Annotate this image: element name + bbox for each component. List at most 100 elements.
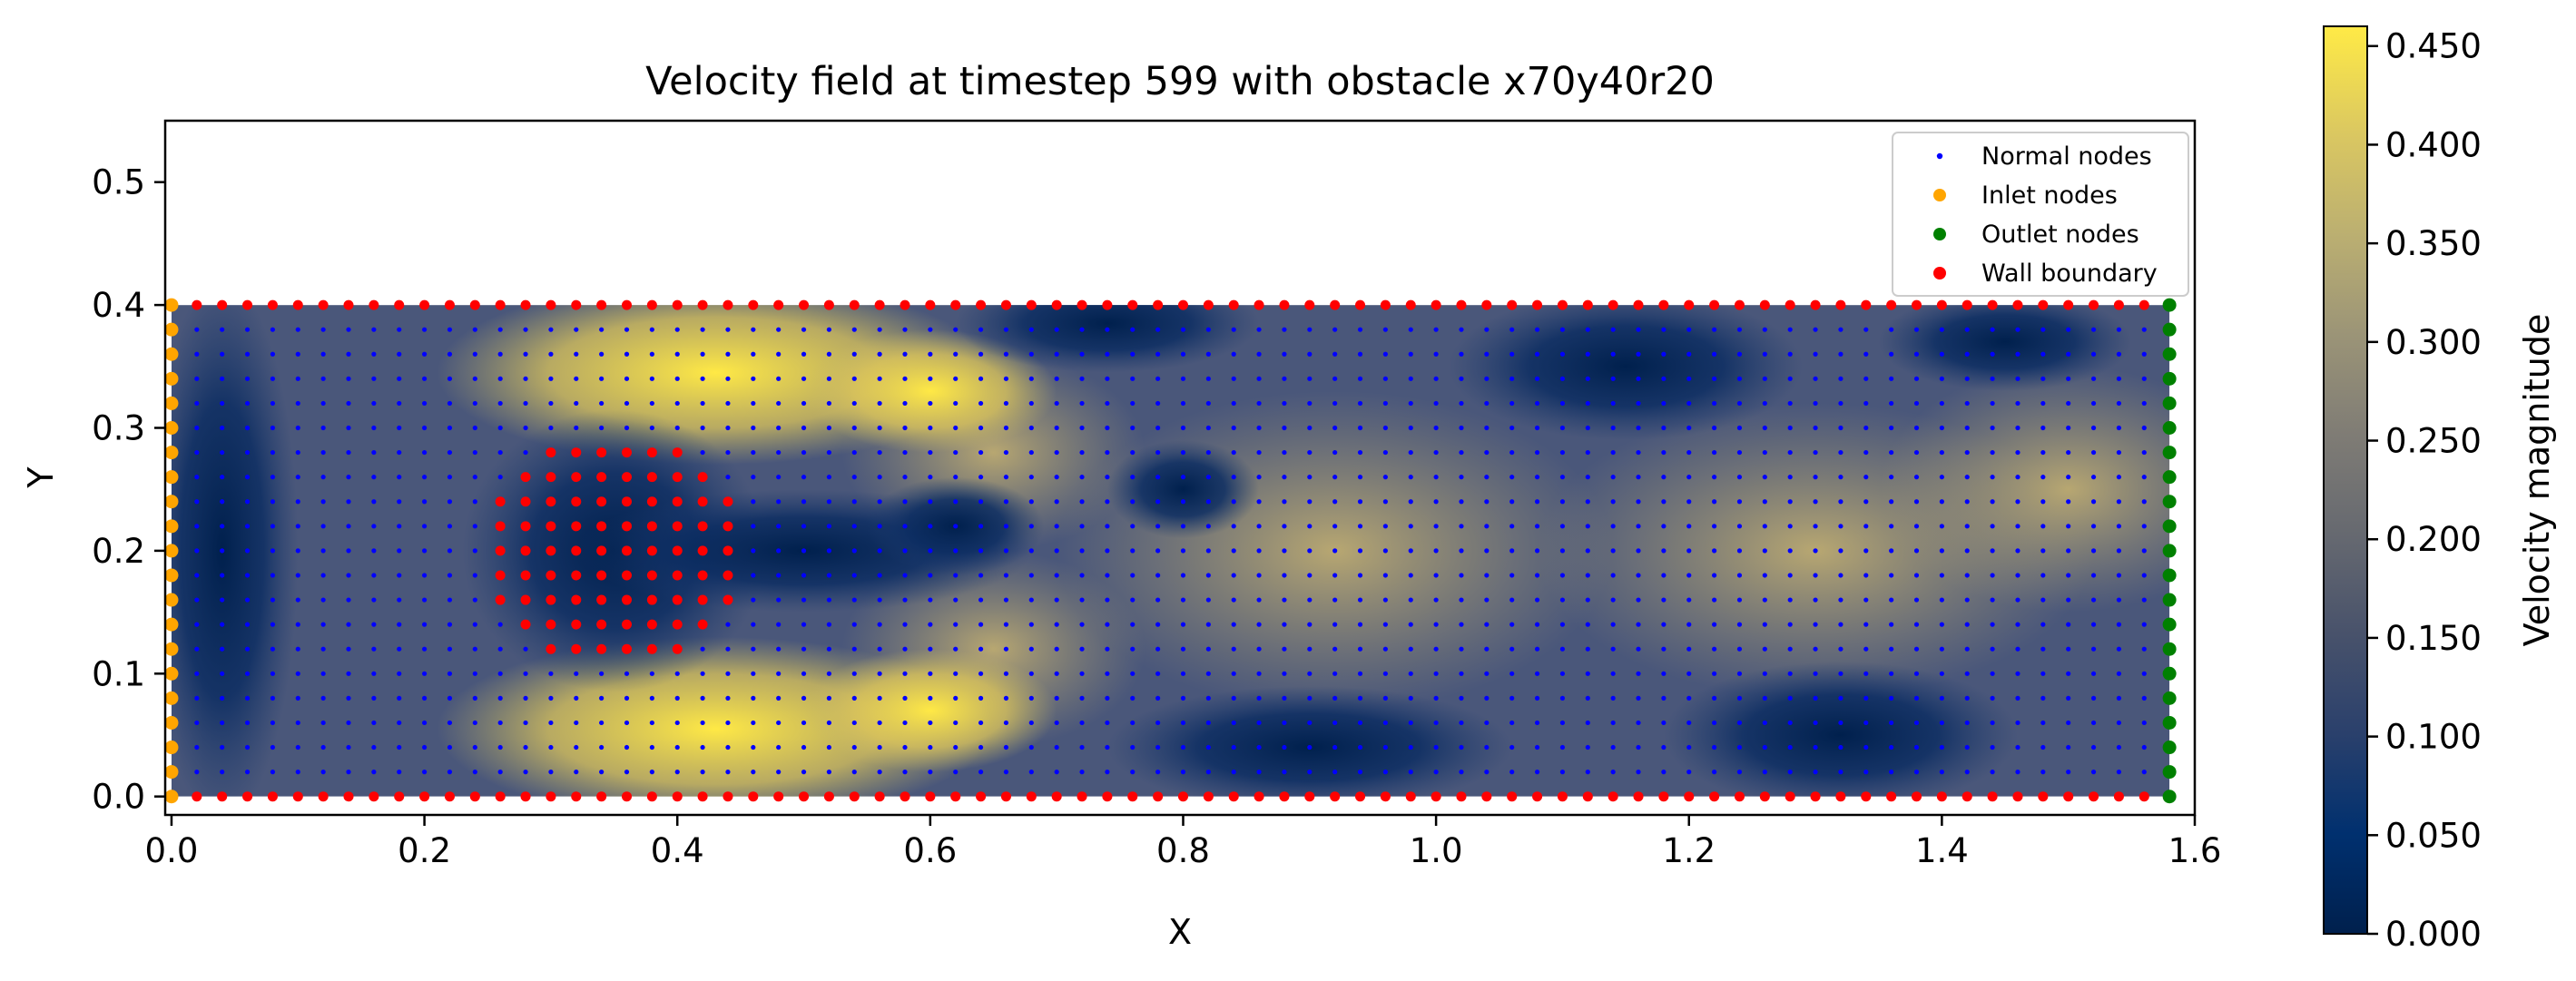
normal-node — [2141, 351, 2147, 357]
normal-node — [1610, 622, 1616, 627]
normal-node — [397, 548, 402, 554]
normal-node — [1484, 449, 1490, 456]
wall-node — [571, 299, 582, 310]
normal-node — [1028, 327, 1034, 332]
wall-node — [1026, 791, 1037, 802]
normal-node — [1459, 499, 1464, 505]
normal-node — [1762, 720, 1767, 726]
normal-node — [674, 425, 680, 431]
normal-node — [1964, 499, 1970, 505]
normal-node — [1382, 475, 1388, 480]
normal-node — [953, 376, 959, 381]
normal-node — [725, 475, 731, 480]
normal-node — [523, 425, 528, 431]
normal-node — [1256, 351, 1262, 357]
normal-node — [1205, 573, 1211, 578]
normal-node — [928, 425, 933, 431]
normal-node — [1838, 425, 1844, 431]
normal-node — [2116, 597, 2122, 603]
normal-node — [497, 376, 503, 381]
normal-node — [1661, 646, 1667, 652]
wall-node — [621, 545, 632, 556]
normal-node — [1559, 449, 1566, 456]
wall-node — [1051, 791, 1062, 802]
normal-node — [2090, 475, 2097, 480]
normal-node — [1054, 475, 1059, 480]
normal-node — [1889, 499, 1894, 505]
normal-node — [1180, 425, 1186, 431]
normal-node — [220, 573, 225, 578]
normal-node — [472, 720, 477, 726]
normal-node — [1105, 475, 1110, 480]
normal-node — [1003, 548, 1009, 554]
wall-node — [292, 299, 303, 310]
normal-node — [1736, 744, 1743, 750]
normal-node — [902, 425, 908, 431]
normal-node — [497, 744, 503, 750]
normal-node — [320, 573, 326, 578]
normal-node — [1130, 376, 1136, 381]
normal-node — [1180, 573, 1186, 578]
normal-node — [2015, 720, 2020, 726]
normal-node — [674, 351, 680, 357]
normal-node — [1028, 622, 1034, 627]
normal-node — [1332, 622, 1338, 627]
normal-node — [902, 573, 908, 578]
normal-node — [1636, 671, 1641, 676]
normal-node — [1838, 400, 1844, 407]
normal-node — [1079, 597, 1085, 603]
normal-node — [1256, 449, 1262, 456]
normal-node — [397, 573, 402, 578]
normal-node — [1256, 475, 1262, 480]
normal-node — [421, 720, 428, 726]
normal-node — [397, 524, 402, 529]
normal-node — [1028, 744, 1034, 750]
normal-node — [776, 597, 782, 603]
normal-node — [801, 597, 807, 603]
normal-node — [1408, 770, 1413, 775]
wall-node — [925, 299, 936, 310]
normal-node — [1307, 524, 1313, 529]
normal-node — [877, 744, 882, 750]
normal-node — [320, 671, 326, 676]
wall-node — [621, 472, 632, 483]
normal-node — [1205, 499, 1211, 505]
normal-node — [776, 449, 782, 456]
normal-node — [1990, 744, 1995, 750]
normal-node — [1939, 425, 1944, 431]
inlet-node — [164, 298, 179, 312]
normal-node — [1762, 646, 1767, 652]
normal-node — [1762, 400, 1767, 407]
normal-node — [1661, 524, 1667, 529]
normal-node — [1534, 376, 1540, 381]
normal-node — [320, 376, 326, 381]
normal-node — [1054, 425, 1059, 431]
normal-node — [801, 695, 807, 701]
normal-node — [1408, 376, 1413, 381]
normal-node — [1408, 400, 1413, 407]
normal-node — [1661, 573, 1667, 578]
normal-node — [674, 720, 680, 726]
wall-node — [1886, 299, 1897, 310]
normal-node — [1913, 770, 1920, 775]
normal-node — [1813, 720, 1818, 726]
normal-node — [1585, 695, 1590, 701]
normal-node — [1382, 548, 1388, 554]
normal-node — [346, 770, 351, 775]
inlet-node — [164, 544, 179, 558]
normal-node — [244, 695, 251, 701]
normal-node — [1964, 400, 1970, 407]
wall-node — [621, 299, 632, 310]
normal-node — [1939, 646, 1944, 652]
normal-node — [1990, 400, 1995, 407]
normal-node — [194, 695, 200, 701]
wall-node — [950, 299, 961, 310]
normal-node — [624, 376, 630, 381]
normal-node — [1433, 327, 1439, 332]
normal-node — [220, 720, 225, 726]
outlet-node — [2162, 715, 2177, 730]
normal-node — [1459, 425, 1464, 431]
normal-node — [1130, 499, 1136, 505]
normal-node — [2141, 622, 2147, 627]
inlet-node — [164, 470, 179, 485]
